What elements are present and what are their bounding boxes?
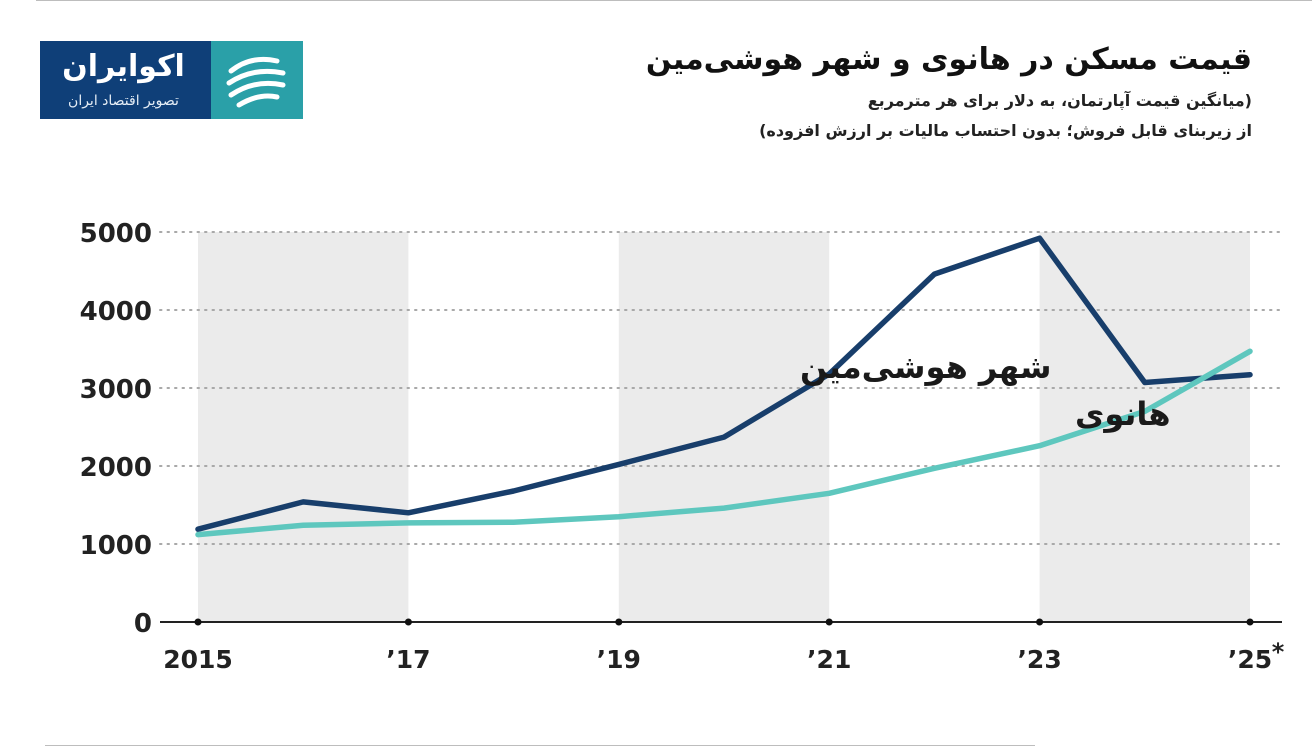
x-tick-dot	[1246, 618, 1254, 626]
x-tick-label: ’21	[807, 645, 851, 674]
logo-mark-icon	[211, 41, 303, 119]
x-tick-dot	[194, 618, 202, 626]
shaded-band-1	[618, 232, 830, 622]
x-tick-label: ’25	[1228, 645, 1272, 674]
series-label-hanoi: هانوی	[1075, 395, 1171, 433]
x-tick-label: ’17	[386, 645, 430, 674]
brand-tagline: تصویر اقتصاد ایران	[68, 93, 179, 109]
x-tick-dot	[404, 618, 412, 626]
bottom-rule	[45, 745, 1035, 746]
y-tick-label: 4000	[80, 297, 152, 327]
y-tick-label: 5000	[80, 219, 152, 249]
x-tick-dot	[615, 618, 623, 626]
y-tick-label: 0	[134, 609, 152, 639]
x-tick-dot	[1036, 618, 1044, 626]
series-label-hcmc: شهر هوشی‌مین	[800, 348, 1051, 386]
shaded-band-2	[1039, 232, 1250, 622]
y-tick-label: 2000	[80, 453, 152, 483]
x-tick-label: ’19	[597, 645, 641, 674]
top-rule	[36, 0, 1312, 1]
x-tick-label: ’23	[1017, 645, 1061, 674]
brand-name: اکوایران	[62, 49, 185, 84]
x-tick-label: 2015	[163, 645, 233, 674]
x-footnote-mark: *	[1272, 638, 1285, 666]
x-tick-dot	[825, 618, 833, 626]
series-line-0	[195, 235, 1253, 532]
y-tick-label: 1000	[80, 531, 152, 561]
shaded-band-0	[198, 232, 409, 622]
chart-subtitle: (میانگین قیمت آپارتمان، به دلار برای هر …	[432, 86, 1252, 146]
series-line-1	[195, 348, 1253, 538]
subtitle-line-2: از زیربنای قابل فروش؛ بدون احتساب مالیات…	[759, 121, 1252, 140]
chart-title: قیمت مسکن در هانوی و شهر هوشی‌مین	[645, 42, 1252, 77]
y-tick-label: 3000	[80, 375, 152, 405]
brand-logo: اکوایران تصویر اقتصاد ایران	[40, 41, 303, 119]
subtitle-line-1: (میانگین قیمت آپارتمان، به دلار برای هر …	[867, 91, 1252, 110]
